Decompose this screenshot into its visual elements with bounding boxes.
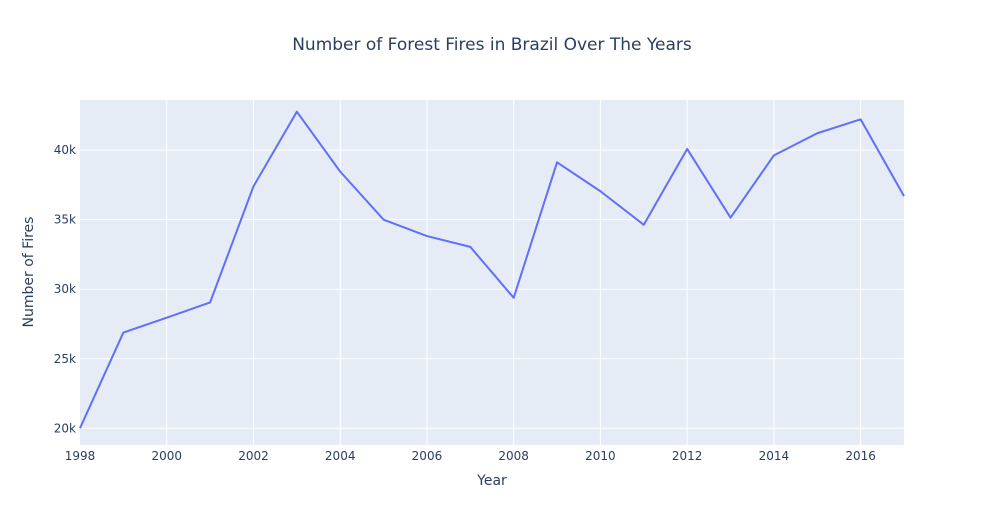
x-tick-label: 2000	[151, 449, 182, 463]
horizontal-gridlines	[80, 149, 904, 429]
y-axis-title: Number of Fires	[21, 217, 37, 328]
x-tick-label: 2002	[238, 449, 269, 463]
x-tick-label: 2006	[412, 449, 443, 463]
x-tick-label: 2016	[845, 449, 876, 463]
y-tick-label: 25k	[54, 352, 76, 366]
vertical-gridlines	[166, 100, 862, 445]
y-tick-label: 20k	[54, 421, 76, 435]
x-axis-tick-labels: 1998 2000 2002 2004 2006 2008 2010 2012 2014 2016	[65, 449, 876, 463]
y-tick-label: 30k	[54, 282, 76, 296]
x-tick-label: 2004	[325, 449, 356, 463]
x-axis-title: Year	[476, 473, 507, 489]
y-tick-label: 35k	[54, 213, 76, 227]
x-tick-label: 2012	[672, 449, 703, 463]
y-tick-label: 40k	[54, 143, 76, 157]
y-axis-tick-labels: 20k 25k 30k 35k 40k	[54, 143, 76, 435]
series-layer	[79, 110, 905, 429]
x-tick-label: 2010	[585, 449, 616, 463]
x-tick-label: 1998	[65, 449, 96, 463]
x-tick-label: 2008	[498, 449, 529, 463]
series-line	[79, 110, 905, 429]
x-tick-label: 2014	[759, 449, 790, 463]
chart-title: Number of Forest Fires in Brazil Over Th…	[292, 35, 692, 55]
